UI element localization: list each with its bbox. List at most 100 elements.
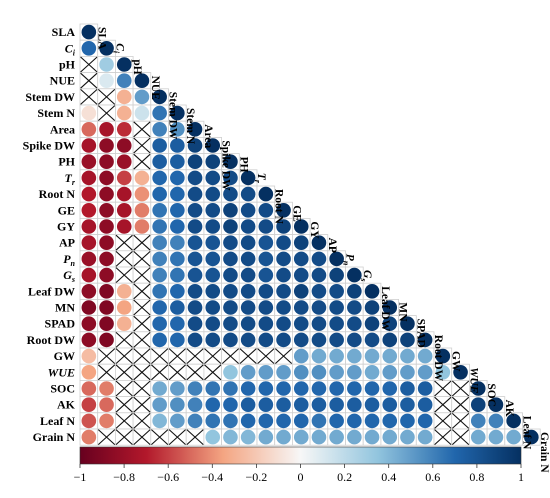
correlation-circle [276, 203, 291, 218]
diagonal-label-root-dw: Root DW [432, 335, 444, 382]
row-label-ci: Ci [65, 41, 76, 57]
insignificant-cross [151, 429, 169, 446]
diagonal-label-gy: GY [308, 221, 320, 239]
correlation-circle [258, 219, 274, 234]
correlation-circle [382, 429, 398, 445]
correlation-circle [81, 186, 97, 202]
insignificant-cross [115, 348, 133, 365]
insignificant-cross [133, 315, 151, 332]
correlation-circle [99, 170, 114, 186]
correlation-circle [152, 89, 167, 105]
correlation-circle [205, 267, 221, 283]
correlation-circle [240, 267, 256, 283]
correlation-circle [170, 332, 185, 348]
diagonal-label-spike-dw: Spike DW [220, 140, 232, 191]
correlation-circle [347, 332, 362, 348]
insignificant-cross [115, 234, 133, 251]
colorbar-tick-label: 0.8 [469, 470, 484, 484]
correlation-circle [382, 300, 398, 315]
correlation-circle [99, 267, 114, 283]
insignificant-cross [133, 299, 151, 316]
correlation-circle [400, 381, 415, 396]
correlation-circle [205, 429, 221, 445]
correlation-circle [205, 203, 221, 218]
correlation-circle [187, 284, 203, 299]
correlation-circle [170, 235, 185, 250]
correlation-circle [170, 284, 185, 299]
row-label-gy: GY [57, 220, 75, 234]
correlation-circle [382, 365, 398, 380]
correlation-circle [223, 381, 238, 396]
correlation-circle [311, 332, 327, 348]
correlation-circle [276, 251, 291, 267]
correlation-circle [116, 219, 132, 234]
row-label-ge: GE [58, 203, 75, 217]
correlation-circle [311, 348, 327, 364]
correlation-circle [205, 251, 221, 267]
correlation-circle [205, 413, 221, 429]
correlation-circle [152, 105, 167, 121]
correlation-circle [170, 186, 185, 202]
correlation-circle [223, 332, 238, 348]
correlation-circle [170, 413, 185, 429]
insignificant-cross [115, 412, 133, 429]
insignificant-cross [204, 364, 222, 381]
insignificant-cross [168, 364, 186, 381]
insignificant-cross [151, 348, 169, 365]
correlation-circle [347, 267, 362, 283]
diagonal-label-ci: Ci [111, 43, 125, 54]
diagonal-label-sla: SLA [96, 27, 108, 50]
insignificant-cross [434, 396, 452, 413]
row-label-ap: AP [59, 236, 75, 250]
correlation-circle [152, 381, 167, 396]
row-label-pn: Pn [63, 252, 75, 268]
correlation-circle [152, 267, 167, 283]
correlation-circle [347, 348, 362, 364]
correlation-circle [293, 413, 309, 429]
correlation-circle [347, 300, 362, 315]
correlation-circle [382, 316, 398, 332]
correlation-circle [223, 284, 238, 299]
correlation-circle [240, 397, 256, 413]
diagonal-label-wue: WUE [467, 367, 479, 394]
row-label-grain-n: Grain N [33, 430, 76, 444]
correlation-circle [311, 284, 327, 299]
correlation-circle [223, 300, 238, 315]
correlation-circle [293, 429, 309, 445]
correlation-circle [258, 284, 274, 299]
correlation-circle [81, 381, 97, 396]
correlation-circle [400, 332, 415, 348]
correlation-circle [364, 348, 380, 364]
correlation-circle [152, 186, 167, 202]
correlation-circle [311, 235, 327, 250]
insignificant-cross [97, 348, 116, 365]
correlation-circle [223, 413, 238, 429]
correlation-circle [258, 235, 274, 250]
correlation-circle [81, 267, 97, 283]
correlation-circle [506, 429, 521, 445]
correlation-circle [240, 203, 256, 218]
correlation-circle [187, 186, 203, 202]
correlation-circle [311, 413, 327, 429]
insignificant-cross [97, 364, 116, 381]
diagonal-label-tr: Tr [253, 173, 267, 184]
correlation-circle [506, 413, 521, 429]
correlation-circle [134, 73, 150, 88]
correlation-circle [99, 154, 114, 169]
correlation-circle [347, 381, 362, 396]
insignificant-cross [451, 429, 470, 446]
insignificant-cross [451, 412, 470, 429]
correlation-circle [347, 365, 362, 380]
correlation-circle [134, 105, 150, 121]
correlation-circle [417, 348, 433, 364]
correlation-circle [99, 219, 114, 234]
colorbar-tick-label: −1 [74, 470, 87, 484]
insignificant-cross [133, 234, 151, 251]
correlation-circle [276, 365, 291, 380]
correlation-circle [187, 219, 203, 234]
insignificant-cross [97, 105, 116, 122]
row-label-stem-dw: Stem DW [25, 90, 75, 104]
correlation-circle [81, 365, 97, 380]
correlation-circle [258, 365, 274, 380]
